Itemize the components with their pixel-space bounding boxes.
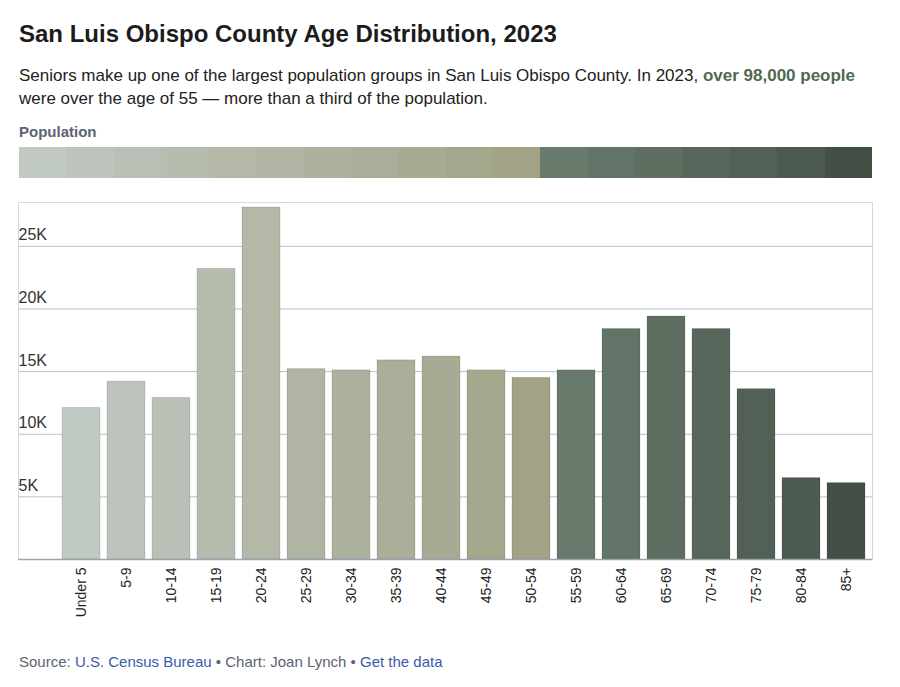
svg-text:15-19: 15-19: [208, 567, 224, 603]
svg-text:50-54: 50-54: [523, 567, 539, 603]
svg-text:25K: 25K: [19, 226, 48, 243]
svg-text:20-24: 20-24: [253, 567, 269, 603]
svg-text:85+: 85+: [838, 568, 854, 592]
svg-text:10K: 10K: [19, 414, 48, 431]
svg-text:35-39: 35-39: [388, 567, 404, 603]
html-text:Seniors make up one of the lar: Seniors make up one of the largest popul…: [19, 66, 855, 85]
svg-text:5-9: 5-9: [118, 567, 134, 587]
svg-text:80-84: 80-84: [793, 567, 809, 603]
svg-text:20K: 20K: [19, 289, 48, 306]
svg-text:5K: 5K: [19, 477, 39, 494]
html-text:Population: Population: [19, 123, 97, 140]
svg-text:45-49: 45-49: [478, 567, 494, 603]
svg-text:75-79: 75-79: [748, 567, 764, 603]
svg-text:40-44: 40-44: [433, 567, 449, 603]
html-text:San Luis Obispo County Age Dis: San Luis Obispo County Age Distribution,…: [19, 20, 557, 47]
svg-text:65-69: 65-69: [658, 567, 674, 603]
svg-text:Under 5: Under 5: [73, 567, 89, 617]
svg-text:55-59: 55-59: [568, 567, 584, 603]
html-text:Source: U.S. Census Bureau • C: Source: U.S. Census Bureau • Chart: Joan…: [19, 653, 443, 670]
svg-text:10-14: 10-14: [163, 567, 179, 603]
html-text:were over the age of 55 — more: were over the age of 55 — more than a th…: [19, 89, 488, 108]
svg-text:25-29: 25-29: [298, 567, 314, 603]
svg-text:70-74: 70-74: [703, 567, 719, 603]
svg-text:15K: 15K: [19, 352, 48, 369]
svg-text:60-64: 60-64: [613, 567, 629, 603]
svg-text:30-34: 30-34: [343, 567, 359, 603]
